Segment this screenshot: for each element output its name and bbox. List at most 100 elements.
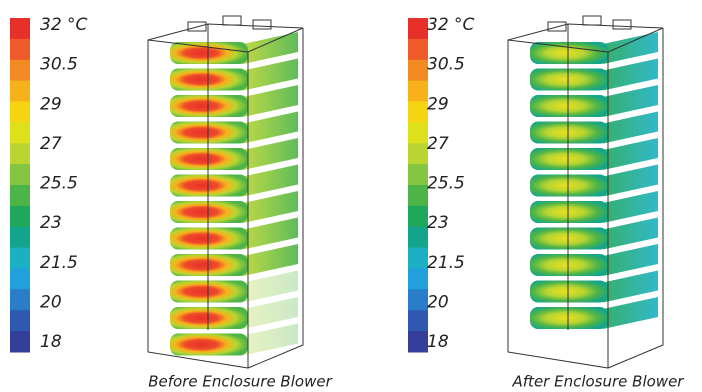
- shelf-front: [170, 42, 248, 64]
- shelf-side: [243, 138, 298, 170]
- legend-label: 20: [40, 292, 62, 312]
- fan: [547, 21, 567, 32]
- legend-swatch: [408, 205, 428, 228]
- legend-swatch: [408, 101, 428, 123]
- box-top: [147, 23, 304, 53]
- box-top: [507, 23, 664, 53]
- shelf-side: [243, 244, 298, 276]
- legend-swatch: [408, 80, 428, 102]
- shelf-front: [530, 148, 608, 170]
- legend-swatch: [408, 226, 428, 249]
- shelf-front: [170, 280, 248, 303]
- legend-label: 21.5: [40, 253, 78, 273]
- shelf-front: [170, 201, 248, 223]
- shelf-side: [603, 58, 658, 91]
- shelf-side: [243, 323, 298, 356]
- legend-swatch: [10, 38, 30, 61]
- box-side: [607, 28, 664, 369]
- shelf-front: [530, 174, 608, 197]
- shelf-side: [243, 191, 298, 223]
- rack: [507, 15, 664, 369]
- shelf-side: [603, 85, 658, 117]
- legend-swatch: [408, 122, 428, 144]
- shelf-front: [530, 68, 608, 91]
- shelf-front: [170, 254, 248, 276]
- shelf-side: [603, 191, 658, 223]
- shelf-side: [243, 32, 298, 64]
- legend-swatch: [10, 205, 30, 228]
- shelf-front: [530, 280, 608, 303]
- legend-swatch: [10, 80, 30, 102]
- fan: [187, 21, 207, 32]
- shelf-front: [530, 121, 608, 144]
- legend-label: 27: [427, 134, 449, 154]
- caption: After Enclosure Blower: [512, 373, 685, 391]
- caption: Before Enclosure Blower: [148, 373, 332, 391]
- shelf-side: [243, 58, 298, 91]
- legend-swatch: [10, 18, 30, 40]
- legend-label: 25.5: [427, 174, 465, 194]
- shelf-side: [603, 244, 658, 276]
- legend-label: 32 °C: [40, 15, 88, 35]
- legend-label: 25.5: [40, 174, 78, 194]
- shelf-front: [170, 333, 248, 356]
- legend-swatch: [10, 59, 30, 82]
- legend-swatch: [408, 59, 428, 82]
- shelf-side: [603, 297, 658, 329]
- legend-swatch: [10, 310, 30, 332]
- fan: [222, 15, 242, 26]
- shelf-side: [603, 164, 658, 197]
- shelf-front: [170, 95, 248, 117]
- legend-label: 29: [427, 94, 449, 114]
- shelf-side: [243, 270, 298, 303]
- shelf-side: [243, 111, 298, 144]
- legend-swatch: [10, 268, 30, 290]
- shelf-front: [170, 307, 248, 329]
- legend-swatch: [10, 101, 30, 123]
- shelf-side: [243, 85, 298, 117]
- legend-swatch: [10, 143, 30, 165]
- legend-swatch: [408, 143, 428, 165]
- shelf-side: [243, 297, 298, 329]
- fan: [582, 15, 602, 26]
- legend-swatch: [408, 38, 428, 61]
- shelf-side: [603, 32, 658, 64]
- legend-label: 23: [40, 213, 62, 233]
- legend-label: 20: [427, 292, 449, 312]
- shelf-front: [530, 95, 608, 117]
- legend-swatch: [408, 18, 428, 40]
- shelf-front: [170, 148, 248, 170]
- fan: [252, 19, 272, 30]
- shelf-front: [530, 227, 608, 250]
- box-side: [247, 28, 304, 369]
- labels: 32 °C 30.5 29 27 25.5 23 21.5 20 18 Before Enclos…: [40, 15, 684, 391]
- fan: [612, 19, 632, 30]
- legend-swatch: [10, 226, 30, 249]
- shelf-front: [530, 42, 608, 64]
- shelf-side: [603, 138, 658, 170]
- legend-swatch: [10, 122, 30, 144]
- legend-swatch: [408, 310, 428, 332]
- legend-label: 32 °C: [427, 15, 475, 35]
- rack-art: [10, 15, 664, 369]
- shelf-front: [170, 174, 248, 197]
- legend-swatch: [10, 247, 30, 269]
- legend-label: 21.5: [427, 253, 465, 273]
- legend-swatch: [408, 331, 428, 353]
- legend-swatch: [10, 289, 30, 311]
- rack: [147, 15, 304, 369]
- shelf-side: [243, 217, 298, 250]
- legend-swatch: [408, 247, 428, 269]
- legend-label: 29: [40, 94, 62, 114]
- shelf-front: [530, 307, 608, 329]
- legend-swatch: [408, 268, 428, 290]
- legend-swatch: [408, 185, 428, 207]
- shelf-side: [603, 111, 658, 144]
- legend-label: 30.5: [427, 55, 465, 75]
- shelf-side: [603, 217, 658, 250]
- legend-label: 18: [40, 332, 62, 352]
- legend-swatch: [408, 164, 428, 186]
- shelf-front: [170, 227, 248, 250]
- legend-label: 27: [40, 134, 62, 154]
